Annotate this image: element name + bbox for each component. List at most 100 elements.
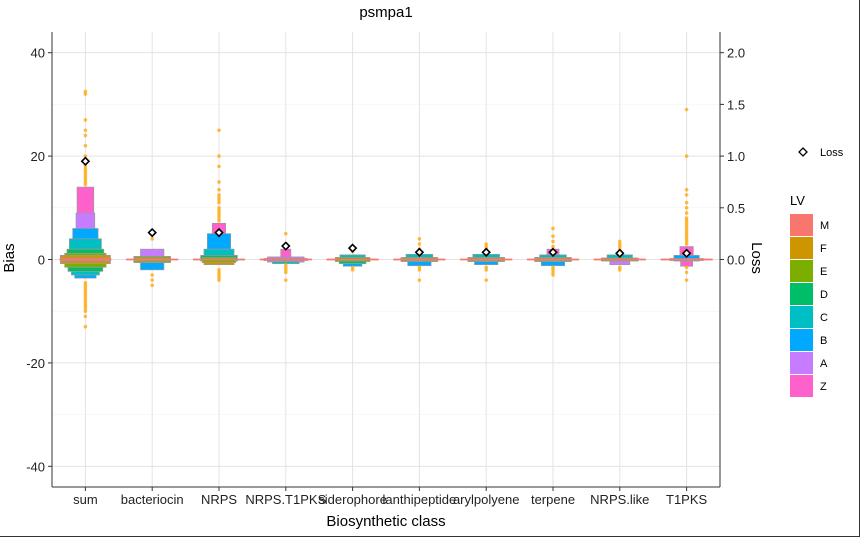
outlier-point (150, 273, 154, 277)
outlier-point (618, 244, 622, 249)
x-tick-label: NRPS (201, 492, 237, 507)
outlier-point (150, 283, 154, 288)
outlier-point (83, 89, 88, 94)
outlier-point (217, 213, 221, 218)
x-tick-label: arylpolyene (453, 492, 520, 507)
outlier-point (284, 270, 288, 275)
outlier-point (684, 239, 689, 244)
loss-diamond (615, 248, 625, 259)
lv-box (69, 238, 102, 250)
outlier-point (417, 242, 422, 246)
legend-lv-label: D (820, 289, 828, 301)
outlier-point (217, 198, 221, 202)
outlier-point (83, 128, 88, 133)
loss-diamond (214, 227, 224, 238)
outlier-point (83, 164, 88, 169)
outlier-point (217, 164, 221, 169)
legend-lv-label: Z (820, 381, 827, 393)
legend-lv-swatch (790, 214, 813, 236)
legend-lv-label: E (820, 266, 827, 278)
legend-lv-label: A (820, 358, 828, 370)
x-axis-title: Biosynthetic class (326, 513, 445, 530)
legend-lv-swatch (790, 352, 813, 374)
outlier-point (217, 216, 221, 220)
loss-diamond (281, 241, 291, 251)
y2-tick-label: 2.0 (727, 46, 745, 61)
lv-box (609, 260, 631, 266)
outlier-point (83, 182, 88, 187)
x-tick-label: bacteriocin (121, 492, 184, 507)
outlier-point (684, 265, 689, 270)
loss-diamond (80, 156, 91, 166)
lv-box (338, 260, 367, 264)
legend-lv-swatch (790, 260, 813, 282)
lv-box (407, 261, 432, 267)
legend-lv-swatch (790, 237, 813, 259)
legend-loss-label: Loss (820, 147, 844, 159)
outlier-point (484, 278, 489, 282)
lv-box (71, 271, 100, 276)
y-tick-label: -40 (26, 459, 45, 474)
outlier-point (551, 268, 555, 272)
outlier-point (83, 296, 88, 301)
outlier-point (684, 224, 689, 228)
outlier-point (83, 143, 88, 148)
outlier-point (217, 278, 221, 282)
lv-box (680, 260, 693, 267)
outlier-points (83, 89, 689, 329)
outlier-point (217, 208, 221, 213)
loss-diamond (681, 248, 692, 259)
outlier-point (83, 133, 88, 138)
outlier-point (217, 128, 221, 133)
outlier-point (350, 268, 355, 272)
outlier-point (83, 304, 88, 308)
legend-lv-label: M (820, 220, 829, 232)
outlier-point (284, 278, 288, 282)
outlier-point (551, 244, 555, 249)
outlier-point (83, 283, 88, 288)
y2-tick-label: 1.5 (727, 97, 745, 112)
outlier-point (284, 262, 288, 267)
legend-lv-swatch (790, 306, 813, 328)
legend-lv-title: LV (790, 193, 805, 208)
outlier-point (83, 299, 88, 303)
outlier-point (83, 172, 88, 176)
outlier-point (83, 177, 88, 182)
outlier-point (217, 218, 221, 223)
outlier-point (618, 242, 622, 246)
legend-lv-label: B (820, 335, 827, 347)
lv-box (540, 261, 566, 267)
lv-box (140, 262, 165, 271)
outlier-point (217, 154, 221, 158)
lv-box (474, 261, 499, 266)
outlier-point (684, 193, 689, 197)
legend-loss-diamond-icon (798, 147, 808, 157)
outlier-point (83, 154, 88, 158)
outlier-point (684, 237, 689, 241)
outlier-point (217, 273, 221, 277)
outlier-point (83, 293, 88, 298)
y-tick-label: 20 (31, 149, 45, 164)
outlier-point (83, 118, 88, 122)
outlier-point (217, 200, 221, 205)
lv-box (140, 248, 165, 258)
outlier-point (618, 268, 622, 272)
y2-axis-title: Loss (748, 242, 765, 274)
outlier-point (217, 211, 221, 215)
outlier-point (618, 239, 622, 244)
outlier-point (217, 205, 221, 210)
outlier-point (83, 291, 88, 295)
outlier-point (684, 218, 689, 223)
lv-box (72, 228, 99, 240)
lv-box (74, 274, 97, 279)
outlier-point (217, 193, 221, 197)
y2-tick-label: 0.5 (727, 201, 745, 216)
loss-diamond (414, 247, 425, 257)
outlier-point (551, 226, 555, 231)
outlier-point (684, 216, 689, 220)
x-tick-label: T1PKS (666, 492, 708, 507)
legend-lv-label: C (820, 312, 828, 324)
y-tick-label: 40 (31, 46, 45, 61)
x-tick-label: lanthipeptide (383, 492, 457, 507)
